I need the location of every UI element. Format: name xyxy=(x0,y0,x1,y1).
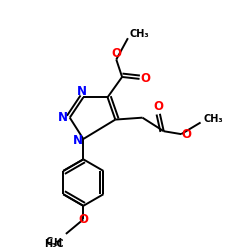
Text: O: O xyxy=(181,128,191,141)
Text: H₃C: H₃C xyxy=(44,238,64,248)
Text: N: N xyxy=(58,111,68,124)
Text: C: C xyxy=(45,237,52,247)
Text: CH₃: CH₃ xyxy=(204,114,223,124)
Text: O: O xyxy=(78,213,88,226)
Text: N: N xyxy=(72,134,83,147)
Text: CH₃: CH₃ xyxy=(130,29,150,39)
Text: O: O xyxy=(111,47,121,60)
Text: N: N xyxy=(76,85,86,98)
Text: O: O xyxy=(140,72,150,86)
Text: O: O xyxy=(153,100,163,114)
Text: H: H xyxy=(53,238,61,248)
